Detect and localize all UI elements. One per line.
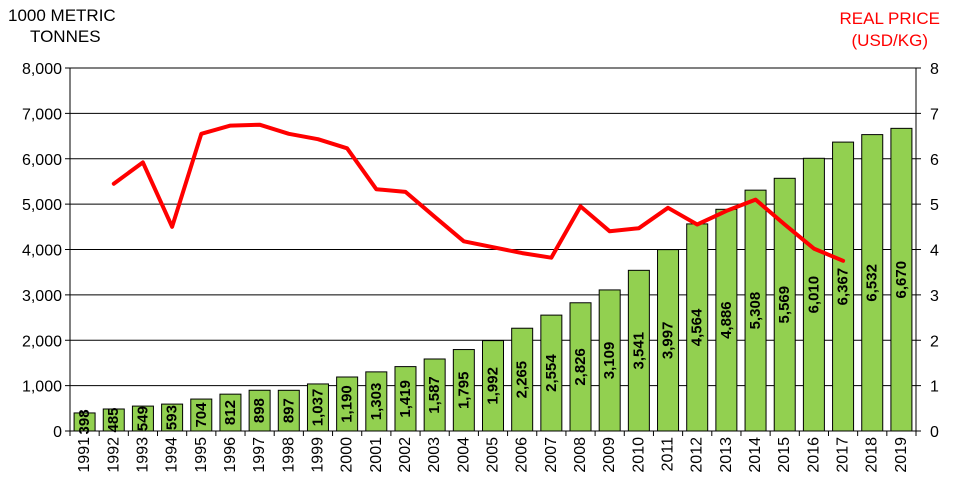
left-tick-label: 1,000 xyxy=(22,379,62,396)
x-tick-label: 2009 xyxy=(601,437,618,473)
bar-data-label: 1,190 xyxy=(339,385,356,423)
x-tick-label: 2016 xyxy=(805,437,822,473)
x-tick-label: 2011 xyxy=(660,437,677,472)
bar-data-label: 6,010 xyxy=(805,276,822,314)
left-axis-label-line2: TONNES xyxy=(30,27,101,46)
left-axis-ticks: 0 1,000 2,000 3,000 4,000 5,000 6,000 7,000 8,00… xyxy=(22,61,70,441)
left-axis-label-line1: 1000 METRIC xyxy=(8,6,116,25)
right-tick-label: 8 xyxy=(930,61,939,78)
x-tick-label: 2017 xyxy=(835,437,852,473)
bar-data-label: 4,886 xyxy=(718,301,735,339)
x-tick-label: 1994 xyxy=(164,437,181,473)
left-tick-label: 0 xyxy=(53,424,62,441)
bar-data-label: 2,826 xyxy=(572,348,589,386)
bar-data-label: 1,795 xyxy=(455,372,472,410)
left-tick-label: 6,000 xyxy=(22,152,62,169)
x-tick-label: 1997 xyxy=(251,437,268,473)
x-tick-label: 2008 xyxy=(572,437,589,473)
x-tick-label: 2002 xyxy=(397,437,414,473)
x-tick-label: 2018 xyxy=(864,437,881,473)
x-tick-label: 2012 xyxy=(689,437,706,473)
gridlines xyxy=(70,67,916,387)
left-tick-label: 4,000 xyxy=(22,243,62,260)
bar-data-label: 2,554 xyxy=(543,354,560,392)
bar-data-label: 1,419 xyxy=(397,380,414,418)
x-tick-label: 1999 xyxy=(309,437,326,473)
bar-data-label: 398 xyxy=(76,409,93,434)
price-line xyxy=(111,122,846,263)
bar-data-label: 704 xyxy=(193,402,210,428)
bar-data-label: 6,367 xyxy=(835,268,852,306)
x-tick-label: 2003 xyxy=(426,437,443,473)
bar-data-label: 3,997 xyxy=(660,322,677,360)
bar-data-label: 2,265 xyxy=(514,361,531,399)
bar-data-label: 549 xyxy=(134,406,151,431)
x-tick-label: 2007 xyxy=(543,437,560,473)
x-tick-label: 2010 xyxy=(630,437,647,473)
bar-data-label: 5,308 xyxy=(747,292,764,330)
x-tick-label: 1993 xyxy=(134,437,151,473)
x-tick-label: 1991 xyxy=(76,437,93,473)
bar-data-label: 593 xyxy=(164,405,181,430)
right-tick-label: 7 xyxy=(930,106,939,123)
right-tick-label: 4 xyxy=(930,243,939,260)
left-tick-label: 7,000 xyxy=(22,106,62,123)
bar-data-labels: 398 485 549 593 704 812 898 897 1,037 1,190 1,303 1… xyxy=(76,261,910,435)
left-tick-label: 5,000 xyxy=(22,197,62,214)
x-tick-label: 2005 xyxy=(485,437,502,473)
bar-data-label: 812 xyxy=(222,400,239,425)
bar-data-label: 3,109 xyxy=(601,342,618,380)
bar-data-label: 1,587 xyxy=(426,376,443,414)
right-tick-label: 6 xyxy=(930,152,939,169)
x-tick-label: 2006 xyxy=(514,437,531,473)
x-tick-label: 2000 xyxy=(339,437,356,473)
bar-series xyxy=(73,127,913,432)
x-axis-ticks: 1991 1992 1993 1994 1995 1996 1997 1998 1999 2000… xyxy=(69,431,917,473)
bar-data-label: 4,564 xyxy=(689,308,706,346)
bar-data-label: 1,303 xyxy=(368,383,385,421)
bar-data-label: 6,532 xyxy=(864,264,881,302)
right-tick-label: 0 xyxy=(930,424,939,441)
x-tick-label: 2019 xyxy=(893,437,910,473)
bar-data-label: 1,992 xyxy=(485,367,502,405)
x-tick-label: 1995 xyxy=(193,437,210,473)
right-tick-label: 5 xyxy=(930,197,939,214)
x-tick-label: 1992 xyxy=(105,437,122,473)
bar-data-label: 485 xyxy=(105,407,122,432)
x-tick-label: 2015 xyxy=(776,437,793,473)
bar-data-label: 3,541 xyxy=(630,332,647,370)
x-tick-label: 2013 xyxy=(718,437,735,473)
right-axis-label-line1: REAL PRICE xyxy=(840,9,940,28)
bar-data-label: 897 xyxy=(280,398,297,423)
bar-data-label: 1,037 xyxy=(309,389,326,427)
right-axis-ticks: 0 1 2 3 4 5 6 7 8 xyxy=(916,61,939,441)
price-line-series xyxy=(111,122,846,263)
bar-data-label: 898 xyxy=(251,398,268,423)
right-tick-label: 2 xyxy=(930,333,939,350)
bar-data-label: 6,670 xyxy=(893,261,910,299)
left-tick-label: 2,000 xyxy=(22,333,62,350)
left-tick-label: 3,000 xyxy=(22,288,62,305)
left-tick-label: 8,000 xyxy=(22,61,62,78)
x-tick-label: 2014 xyxy=(747,437,764,473)
x-tick-label: 1996 xyxy=(222,437,239,473)
bar-data-label: 5,569 xyxy=(776,286,793,324)
right-tick-label: 1 xyxy=(930,379,939,396)
right-axis-label-line2: (USD/KG) xyxy=(852,31,929,50)
x-tick-label: 2004 xyxy=(455,437,472,473)
right-tick-label: 3 xyxy=(930,288,939,305)
x-tick-label: 1998 xyxy=(280,437,297,473)
x-tick-label: 2001 xyxy=(368,437,385,473)
